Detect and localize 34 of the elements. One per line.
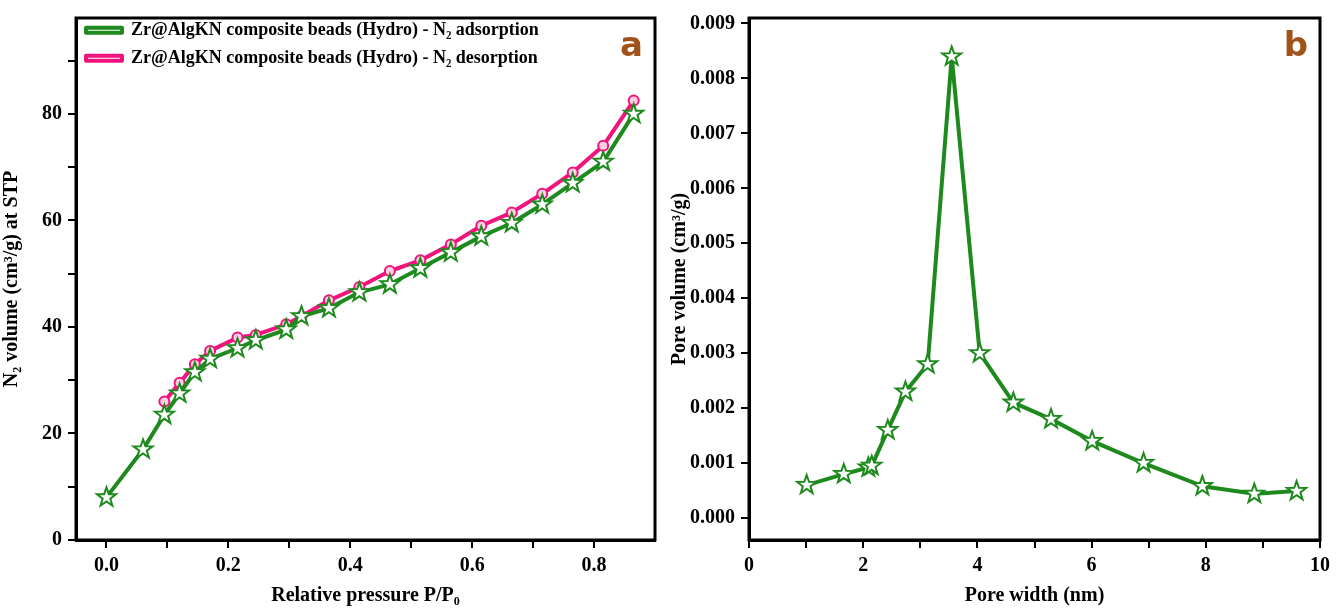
y-axis-title: Pore volume (cm³/g) xyxy=(667,192,691,366)
x-tick-label: 0.6 xyxy=(459,553,485,576)
x-axis-title: Pore width (nm) xyxy=(964,583,1105,607)
y-tick-label: 0.003 xyxy=(690,340,735,363)
x-tick-label: 4 xyxy=(972,553,983,576)
y-tick-label: 0 xyxy=(52,527,62,550)
y-tick-label: 0.005 xyxy=(690,230,735,253)
x-tick-label: 2 xyxy=(858,553,869,576)
annotation: a xyxy=(620,23,643,64)
legend-label: Zr@AlgKN composite beads (Hydro) - N₂ adsorption xyxy=(131,18,539,40)
y-tick-label: 0.007 xyxy=(690,120,735,143)
y-axis-title: N₂ volume (cm³/g) at STP xyxy=(0,170,23,388)
y-tick-label: 0.009 xyxy=(690,10,735,33)
x-tick-label: 0.8 xyxy=(581,553,607,576)
x-tick-label: 0.2 xyxy=(215,553,241,576)
y-tick-label: 0.000 xyxy=(690,505,735,528)
x-tick-label: 0.4 xyxy=(337,553,363,576)
x-tick-label: 0 xyxy=(744,553,754,576)
x-axis-title: Relative pressure P/P₀ xyxy=(271,583,460,607)
y-tick-label: 0.002 xyxy=(690,395,735,418)
y-tick-label: 60 xyxy=(42,207,62,230)
x-tick-label: 10 xyxy=(1310,553,1330,576)
x-tick-label: 8 xyxy=(1200,553,1211,576)
y-tick-label: 0.008 xyxy=(690,65,735,88)
x-tick-label: 6 xyxy=(1086,553,1097,576)
y-tick-label: 20 xyxy=(42,420,62,443)
x-tick-label: 0.0 xyxy=(93,553,119,576)
y-tick-label: 0.006 xyxy=(690,175,735,198)
annotation: b xyxy=(1283,23,1308,64)
legend-label: Zr@AlgKN composite beads (Hydro) - N₂ desorption xyxy=(131,46,538,68)
y-tick-label: 80 xyxy=(42,101,62,124)
y-tick-label: 0.004 xyxy=(690,285,735,308)
y-tick-label: 0.001 xyxy=(690,450,735,473)
y-tick-label: 40 xyxy=(42,314,62,337)
